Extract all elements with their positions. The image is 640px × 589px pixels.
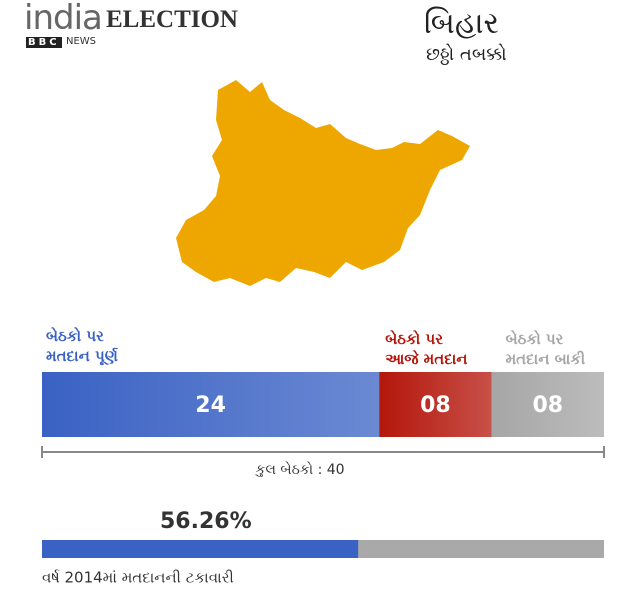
caption: વર્ષ 2014માં મતદાનની ટકાવારી xyxy=(42,569,234,587)
value-label: 24 xyxy=(195,393,226,418)
source: NEWS xyxy=(66,36,97,47)
phase: છઠ્ઠો તબક્કો xyxy=(426,44,507,65)
title: ELECTION xyxy=(106,6,238,33)
total-bracket xyxy=(41,446,605,458)
value-label: 08 xyxy=(532,393,563,418)
state: બિહાર xyxy=(424,6,500,41)
brand: india xyxy=(24,0,103,38)
legend-label: બેઠકો પર આજે મતદાન xyxy=(385,330,468,368)
bar-sheen xyxy=(42,372,380,437)
value-label: 56.26% xyxy=(160,509,252,534)
bar-sheen xyxy=(379,372,492,437)
value-label: 08 xyxy=(420,393,451,418)
bar xyxy=(42,540,359,558)
logo: BBC xyxy=(26,37,62,48)
total-label: કુલ બેઠકો : 40 xyxy=(254,461,344,478)
legend-label: બેઠકો પર મતદાન બાકી xyxy=(505,330,586,368)
legend-label: બેઠકો પર મતદાન પૂર્ણ xyxy=(46,327,118,365)
bar-sheen xyxy=(491,372,604,437)
map xyxy=(176,80,470,286)
